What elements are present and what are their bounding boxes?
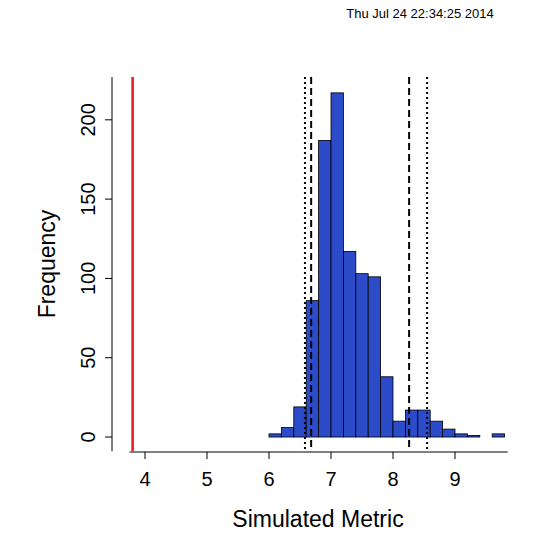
y-tick [105, 119, 112, 120]
y-axis-label: Frequency [34, 209, 60, 318]
x-axis-label: Simulated Metric [232, 506, 403, 532]
bar [443, 429, 455, 437]
y-tick [105, 437, 112, 438]
bar [319, 140, 331, 437]
bar [269, 434, 281, 437]
x-tick-label: 5 [201, 468, 212, 490]
y-tick-label: 50 [77, 347, 99, 369]
reference-line [304, 77, 306, 451]
y-tick-label: 200 [77, 103, 99, 136]
bar [343, 251, 355, 437]
x-tick [331, 452, 332, 459]
y-tick [105, 199, 112, 200]
x-tick [269, 452, 270, 459]
reference-line [131, 77, 134, 451]
bar [430, 421, 442, 437]
reference-line [408, 77, 410, 451]
bar [368, 277, 380, 437]
y-tick [105, 357, 112, 358]
bar [455, 434, 467, 437]
x-tick [393, 452, 394, 459]
bar [418, 410, 430, 437]
bar [331, 93, 343, 437]
x-tick-label: 6 [263, 468, 274, 490]
x-tick-label: 4 [139, 468, 150, 490]
x-tick-label: 8 [387, 468, 398, 490]
x-axis [130, 452, 508, 453]
bar [306, 301, 318, 437]
bar [405, 410, 417, 437]
reference-line [426, 77, 428, 451]
bar [381, 377, 393, 437]
y-tick-label: 0 [77, 431, 99, 442]
reference-line [310, 77, 312, 451]
y-tick [105, 278, 112, 279]
bar [467, 435, 479, 437]
x-tick [207, 452, 208, 459]
x-tick [455, 452, 456, 459]
bar [492, 434, 504, 437]
y-axis [112, 77, 113, 451]
x-tick [145, 452, 146, 459]
title: Thu Jul 24 22:34:25 2014 [346, 6, 493, 21]
plot-area [133, 77, 505, 451]
bar [480, 437, 492, 438]
x-tick-label: 7 [325, 468, 336, 490]
bar [356, 274, 368, 437]
y-tick-label: 150 [77, 182, 99, 215]
y-tick-label: 100 [77, 262, 99, 295]
bar [281, 428, 293, 438]
x-tick-label: 9 [449, 468, 460, 490]
bar [393, 421, 405, 437]
chart: Thu Jul 24 22:34:25 2014 4 5 6 7 8 9 0 50 100 150 2… [0, 0, 550, 550]
